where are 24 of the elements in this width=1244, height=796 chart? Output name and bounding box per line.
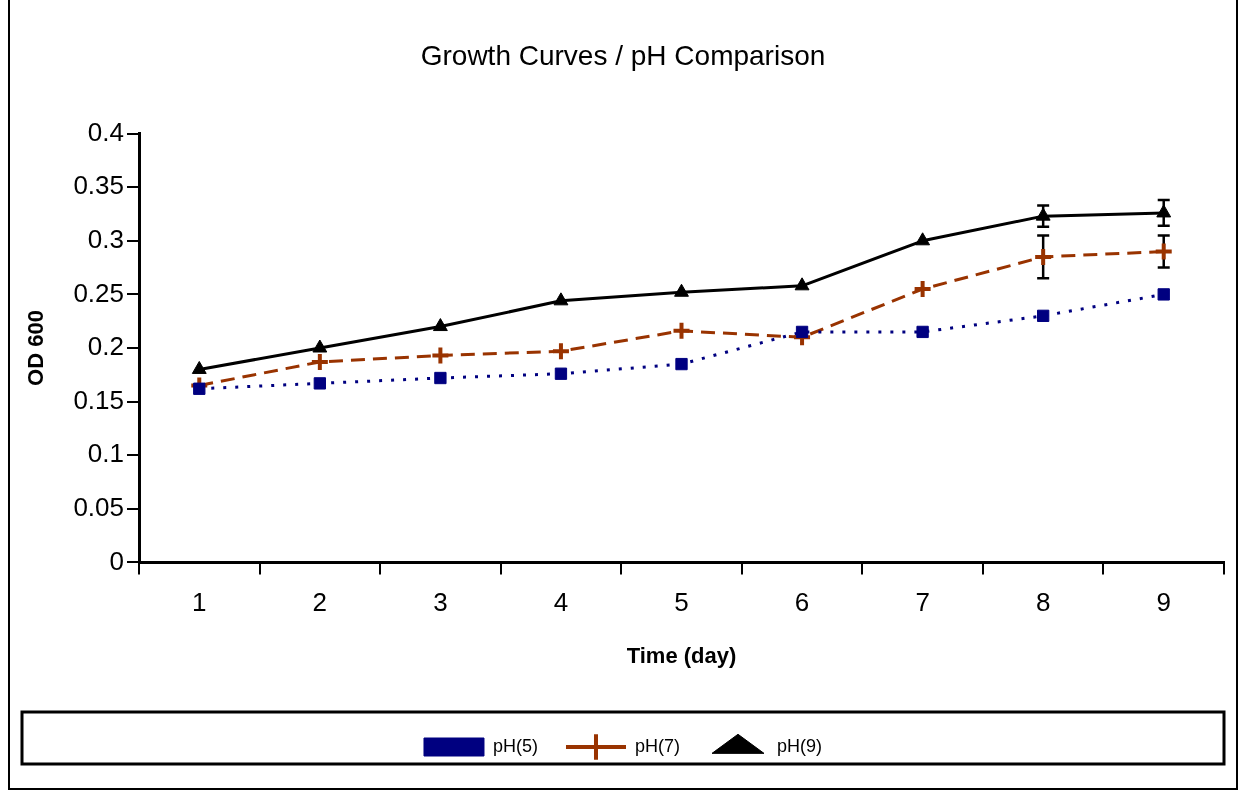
- chart-title: Growth Curves / pH Comparison: [420, 39, 826, 71]
- y-tick-label: 0.1: [87, 438, 124, 469]
- x-tick-label: 3: [433, 587, 448, 618]
- y-tick-label: 0.35: [73, 170, 124, 201]
- x-tick-label: 2: [312, 587, 328, 618]
- legend-label: pH(7): [635, 735, 681, 756]
- y-tick-label: 0.3: [87, 223, 124, 254]
- x-tick-label: 7: [915, 587, 930, 618]
- y-tick-label: 0.05: [73, 491, 124, 522]
- legend-label: pH(5): [492, 735, 538, 756]
- x-tick-label: 9: [1156, 587, 1171, 618]
- y-axis-title: OD 600: [23, 310, 49, 386]
- y-tick-label: 0.25: [73, 277, 124, 308]
- y-tick-label: 0.4: [87, 116, 124, 147]
- y-tick-label: 0.2: [87, 331, 124, 362]
- legend-label: pH(9): [777, 735, 823, 756]
- x-tick-label: 6: [794, 587, 810, 618]
- y-tick-label: 0.15: [73, 384, 124, 415]
- x-axis-title: Time (day): [626, 642, 737, 668]
- x-tick-label: 4: [553, 587, 569, 618]
- x-tick-label: 8: [1035, 587, 1051, 618]
- y-tick-label: 0: [109, 545, 124, 576]
- x-tick-label: 5: [674, 587, 689, 618]
- x-tick-label: 1: [192, 587, 207, 618]
